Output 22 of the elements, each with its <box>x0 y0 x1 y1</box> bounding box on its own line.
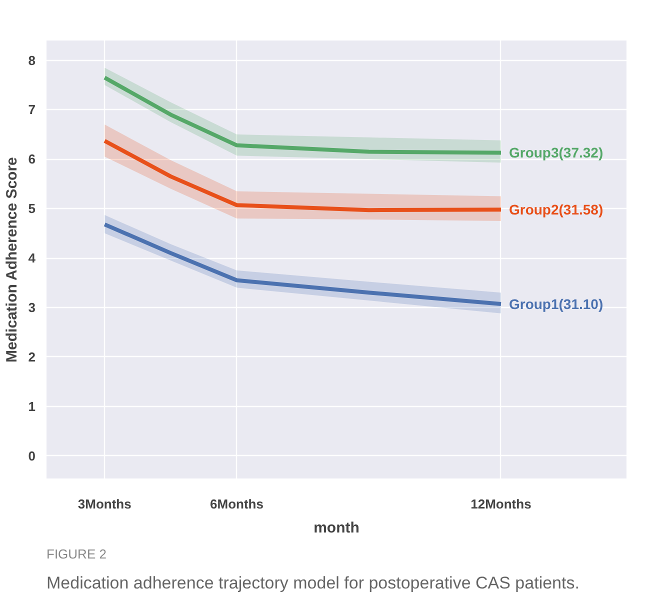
line-series <box>102 76 503 155</box>
y-tick-label: 0 <box>28 448 36 464</box>
line-series <box>102 222 503 306</box>
x-tick-label: 6Months <box>210 496 264 512</box>
series-label: Group1(31.10) <box>508 296 604 312</box>
y-tick-label: 7 <box>28 102 36 118</box>
y-tick-label: 3 <box>28 300 36 315</box>
x-tick-label: 3Months <box>78 496 132 512</box>
series-label: Group2(31.58) <box>508 202 604 218</box>
series-label: Group3(37.32) <box>508 144 604 161</box>
y-tick-label: 6 <box>28 152 36 167</box>
y-tick-label: 2 <box>28 349 36 364</box>
text: Medication adherence trajectory model for postoperative CAS patients. <box>46 574 580 592</box>
line-series <box>102 138 503 212</box>
y-tick-label: 8 <box>28 52 36 68</box>
x-tick-label: 12Months <box>470 496 532 512</box>
y-axis-title: Medication Adherence Score <box>3 157 20 362</box>
y-tick-label: 4 <box>28 250 36 266</box>
y-tick-label: 5 <box>28 201 36 216</box>
x-axis-title: month <box>314 520 360 536</box>
y-tick-label: 1 <box>28 398 36 414</box>
caption: FIGURE 2 <box>46 546 106 562</box>
